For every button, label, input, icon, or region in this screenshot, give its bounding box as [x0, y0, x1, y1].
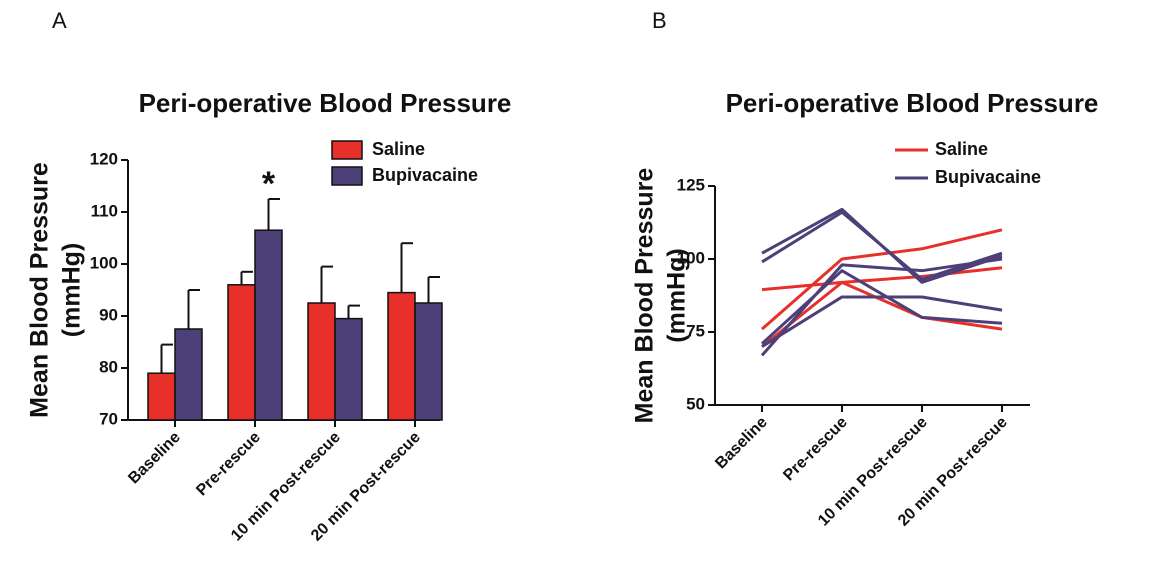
- y-tick-label: 120: [90, 149, 118, 168]
- bar: [254, 229, 283, 421]
- y-tick-label: 125: [677, 175, 705, 194]
- y-tick-label: 100: [677, 248, 705, 267]
- bar: [307, 302, 336, 421]
- bar: [147, 372, 176, 421]
- series-line: [761, 295, 1003, 348]
- bar: [174, 328, 203, 421]
- series-line: [760, 269, 1003, 345]
- chart-title: Peri-operative Blood Pressure: [726, 88, 1099, 118]
- x-tick-label: Pre-rescue: [193, 429, 264, 500]
- series-line: [761, 280, 1003, 348]
- series-line: [761, 228, 1003, 331]
- legend-label: Saline: [372, 139, 425, 159]
- bar: [387, 291, 416, 421]
- y-axis-label: Mean Blood Pressure: [631, 168, 659, 424]
- legend-swatch: [331, 166, 363, 186]
- y-tick-label: 75: [686, 321, 705, 340]
- x-tick-label: Baseline: [125, 429, 184, 488]
- panel-label: B: [652, 8, 667, 33]
- legend-label: Bupivacaine: [372, 165, 478, 185]
- series-line: [760, 257, 1003, 357]
- y-axis-label: (mmHg): [58, 243, 86, 337]
- x-tick-label: Baseline: [712, 414, 771, 473]
- annotation: *: [262, 165, 276, 203]
- panel-label: A: [52, 8, 67, 33]
- bar: [334, 317, 363, 421]
- bar: [414, 302, 443, 421]
- series-line: [761, 266, 1003, 292]
- x-tick-label: Pre-rescue: [780, 414, 851, 485]
- y-tick-label: 50: [686, 394, 705, 413]
- y-tick-label: 80: [99, 357, 118, 376]
- y-tick-label: 110: [91, 201, 118, 220]
- bar: [227, 284, 256, 421]
- legend-swatch: [331, 140, 363, 160]
- y-axis-label: (mmHg): [663, 248, 691, 342]
- y-tick-label: 70: [99, 409, 118, 428]
- legend-label: Saline: [935, 139, 988, 159]
- legend-label: Bupivacaine: [935, 167, 1041, 187]
- chart-title: Peri-operative Blood Pressure: [139, 88, 512, 118]
- y-axis-label: Mean Blood Pressure: [26, 162, 54, 418]
- y-tick-label: 100: [90, 253, 118, 272]
- y-tick-label: 90: [99, 305, 118, 324]
